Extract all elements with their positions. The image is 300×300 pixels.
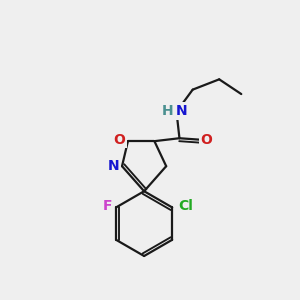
Text: F: F	[103, 199, 112, 213]
Text: O: O	[201, 133, 212, 147]
Text: O: O	[114, 133, 126, 147]
Text: Cl: Cl	[178, 199, 193, 213]
Text: N: N	[108, 159, 120, 173]
Text: N: N	[176, 104, 188, 118]
Text: H: H	[161, 104, 173, 118]
